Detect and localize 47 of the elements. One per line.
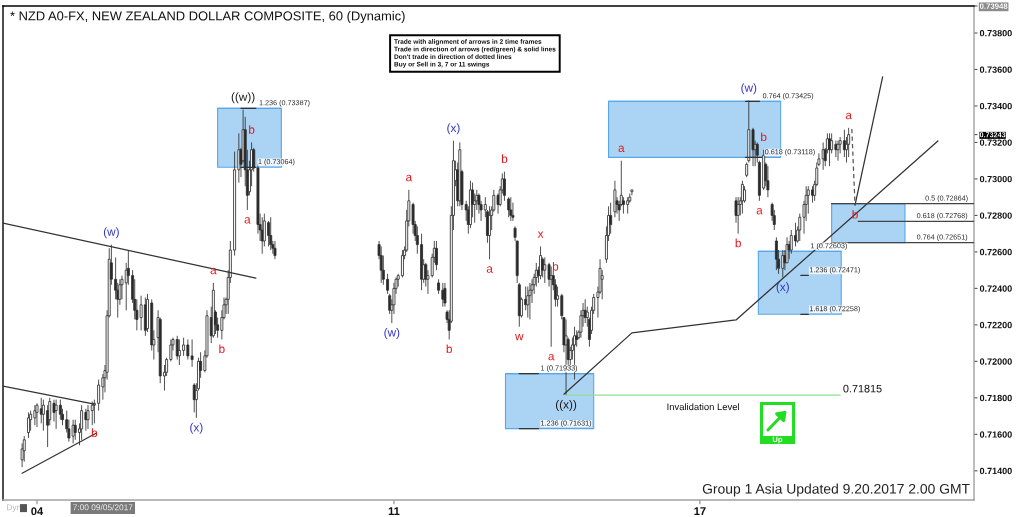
annotation: b xyxy=(446,344,452,354)
annotation: b xyxy=(761,132,767,142)
annotation: (w) xyxy=(741,83,757,95)
annotation: (x) xyxy=(447,123,460,135)
y-tick-label: 0.71400 xyxy=(979,467,1012,475)
data-label: 0.71815 xyxy=(843,384,882,393)
annotation: ((x)) xyxy=(555,400,577,412)
annotation: a xyxy=(548,353,555,361)
y-tick-label: 0.72400 xyxy=(979,285,1012,292)
annotation: ((w)) xyxy=(231,92,255,104)
y-tick-label: 0.73800 xyxy=(979,29,1012,37)
annotation: b xyxy=(219,344,225,354)
y-tick-label: 0.72800 xyxy=(979,212,1012,219)
annotation: (x) xyxy=(190,422,203,434)
y-tick-label: 0.73600 xyxy=(979,66,1012,73)
annotation: (w) xyxy=(103,227,119,239)
y-tick-label: 0.72200 xyxy=(979,321,1012,329)
y-tick-label: 0.71600 xyxy=(979,431,1012,438)
annotation: a xyxy=(210,267,217,275)
x-tick-label: 04 xyxy=(31,507,44,516)
y-tick-label: 0.73400 xyxy=(979,102,1012,110)
annotation: a xyxy=(244,217,251,224)
annotation: x xyxy=(537,231,544,238)
annotation: a xyxy=(845,112,852,120)
y-tick-label: 0.72600 xyxy=(979,248,1012,256)
annotation: a xyxy=(618,145,625,153)
annotation: w xyxy=(515,333,524,341)
annotation: a xyxy=(756,207,763,215)
text: 7:00 09/05/2017 xyxy=(73,504,133,511)
y-tick-label: 0.73200 xyxy=(979,139,1012,146)
annotation: b xyxy=(91,428,98,437)
y-tick-label: 0.72000 xyxy=(979,358,1012,365)
annotation: a xyxy=(406,174,413,182)
y-tick-label: 0.71800 xyxy=(979,394,1012,402)
annotation: b xyxy=(249,125,255,134)
series-label: Invalidation Level xyxy=(667,403,739,411)
annotation: b xyxy=(552,261,559,271)
chart-title: * NZD A0-FX, NEW ZEALAND DOLLAR COMPOSITE, 60 (Dynamic) xyxy=(10,11,405,24)
x-tick-label: 11 xyxy=(388,507,400,515)
annotation: (w) xyxy=(384,327,400,339)
y-tick-label: 0.73000 xyxy=(979,175,1012,183)
annotation: a xyxy=(486,266,493,273)
annotation: b xyxy=(501,154,508,163)
annotation: b xyxy=(735,238,741,248)
x-tick-label: 17 xyxy=(694,507,706,515)
annotation: Group 1 Asia Updated 9.20.2017 2.00 GMT xyxy=(702,483,970,497)
annotation: (x) xyxy=(776,282,789,294)
